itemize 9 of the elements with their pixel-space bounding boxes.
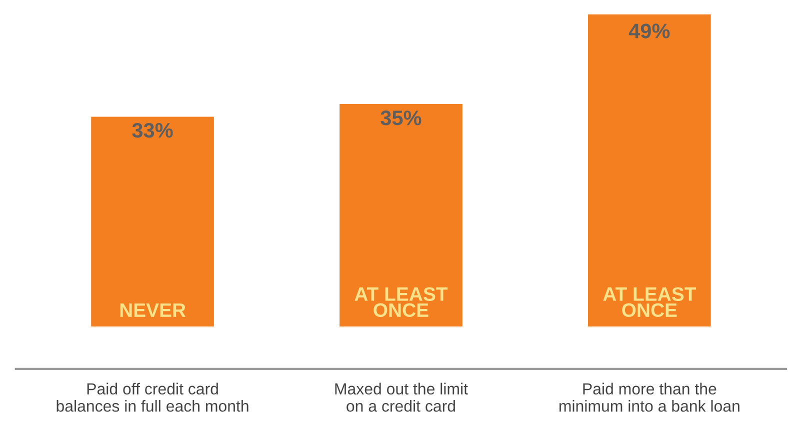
annotation: NEVER: [120, 303, 186, 317]
x-tick-label: Paid more than the minimum into a bank loan: [559, 382, 740, 412]
data-label: 49%: [628, 24, 670, 38]
annotation: AT LEAST ONCE: [354, 287, 448, 318]
data-label: 35%: [380, 110, 422, 126]
x-tick-label: Maxed out the limit on a credit card: [335, 382, 468, 412]
x-tick-label: Paid off credit card balances in full each month: [56, 382, 248, 412]
annotation: AT LEAST ONCE: [603, 287, 696, 318]
data-label: 33%: [132, 122, 173, 138]
